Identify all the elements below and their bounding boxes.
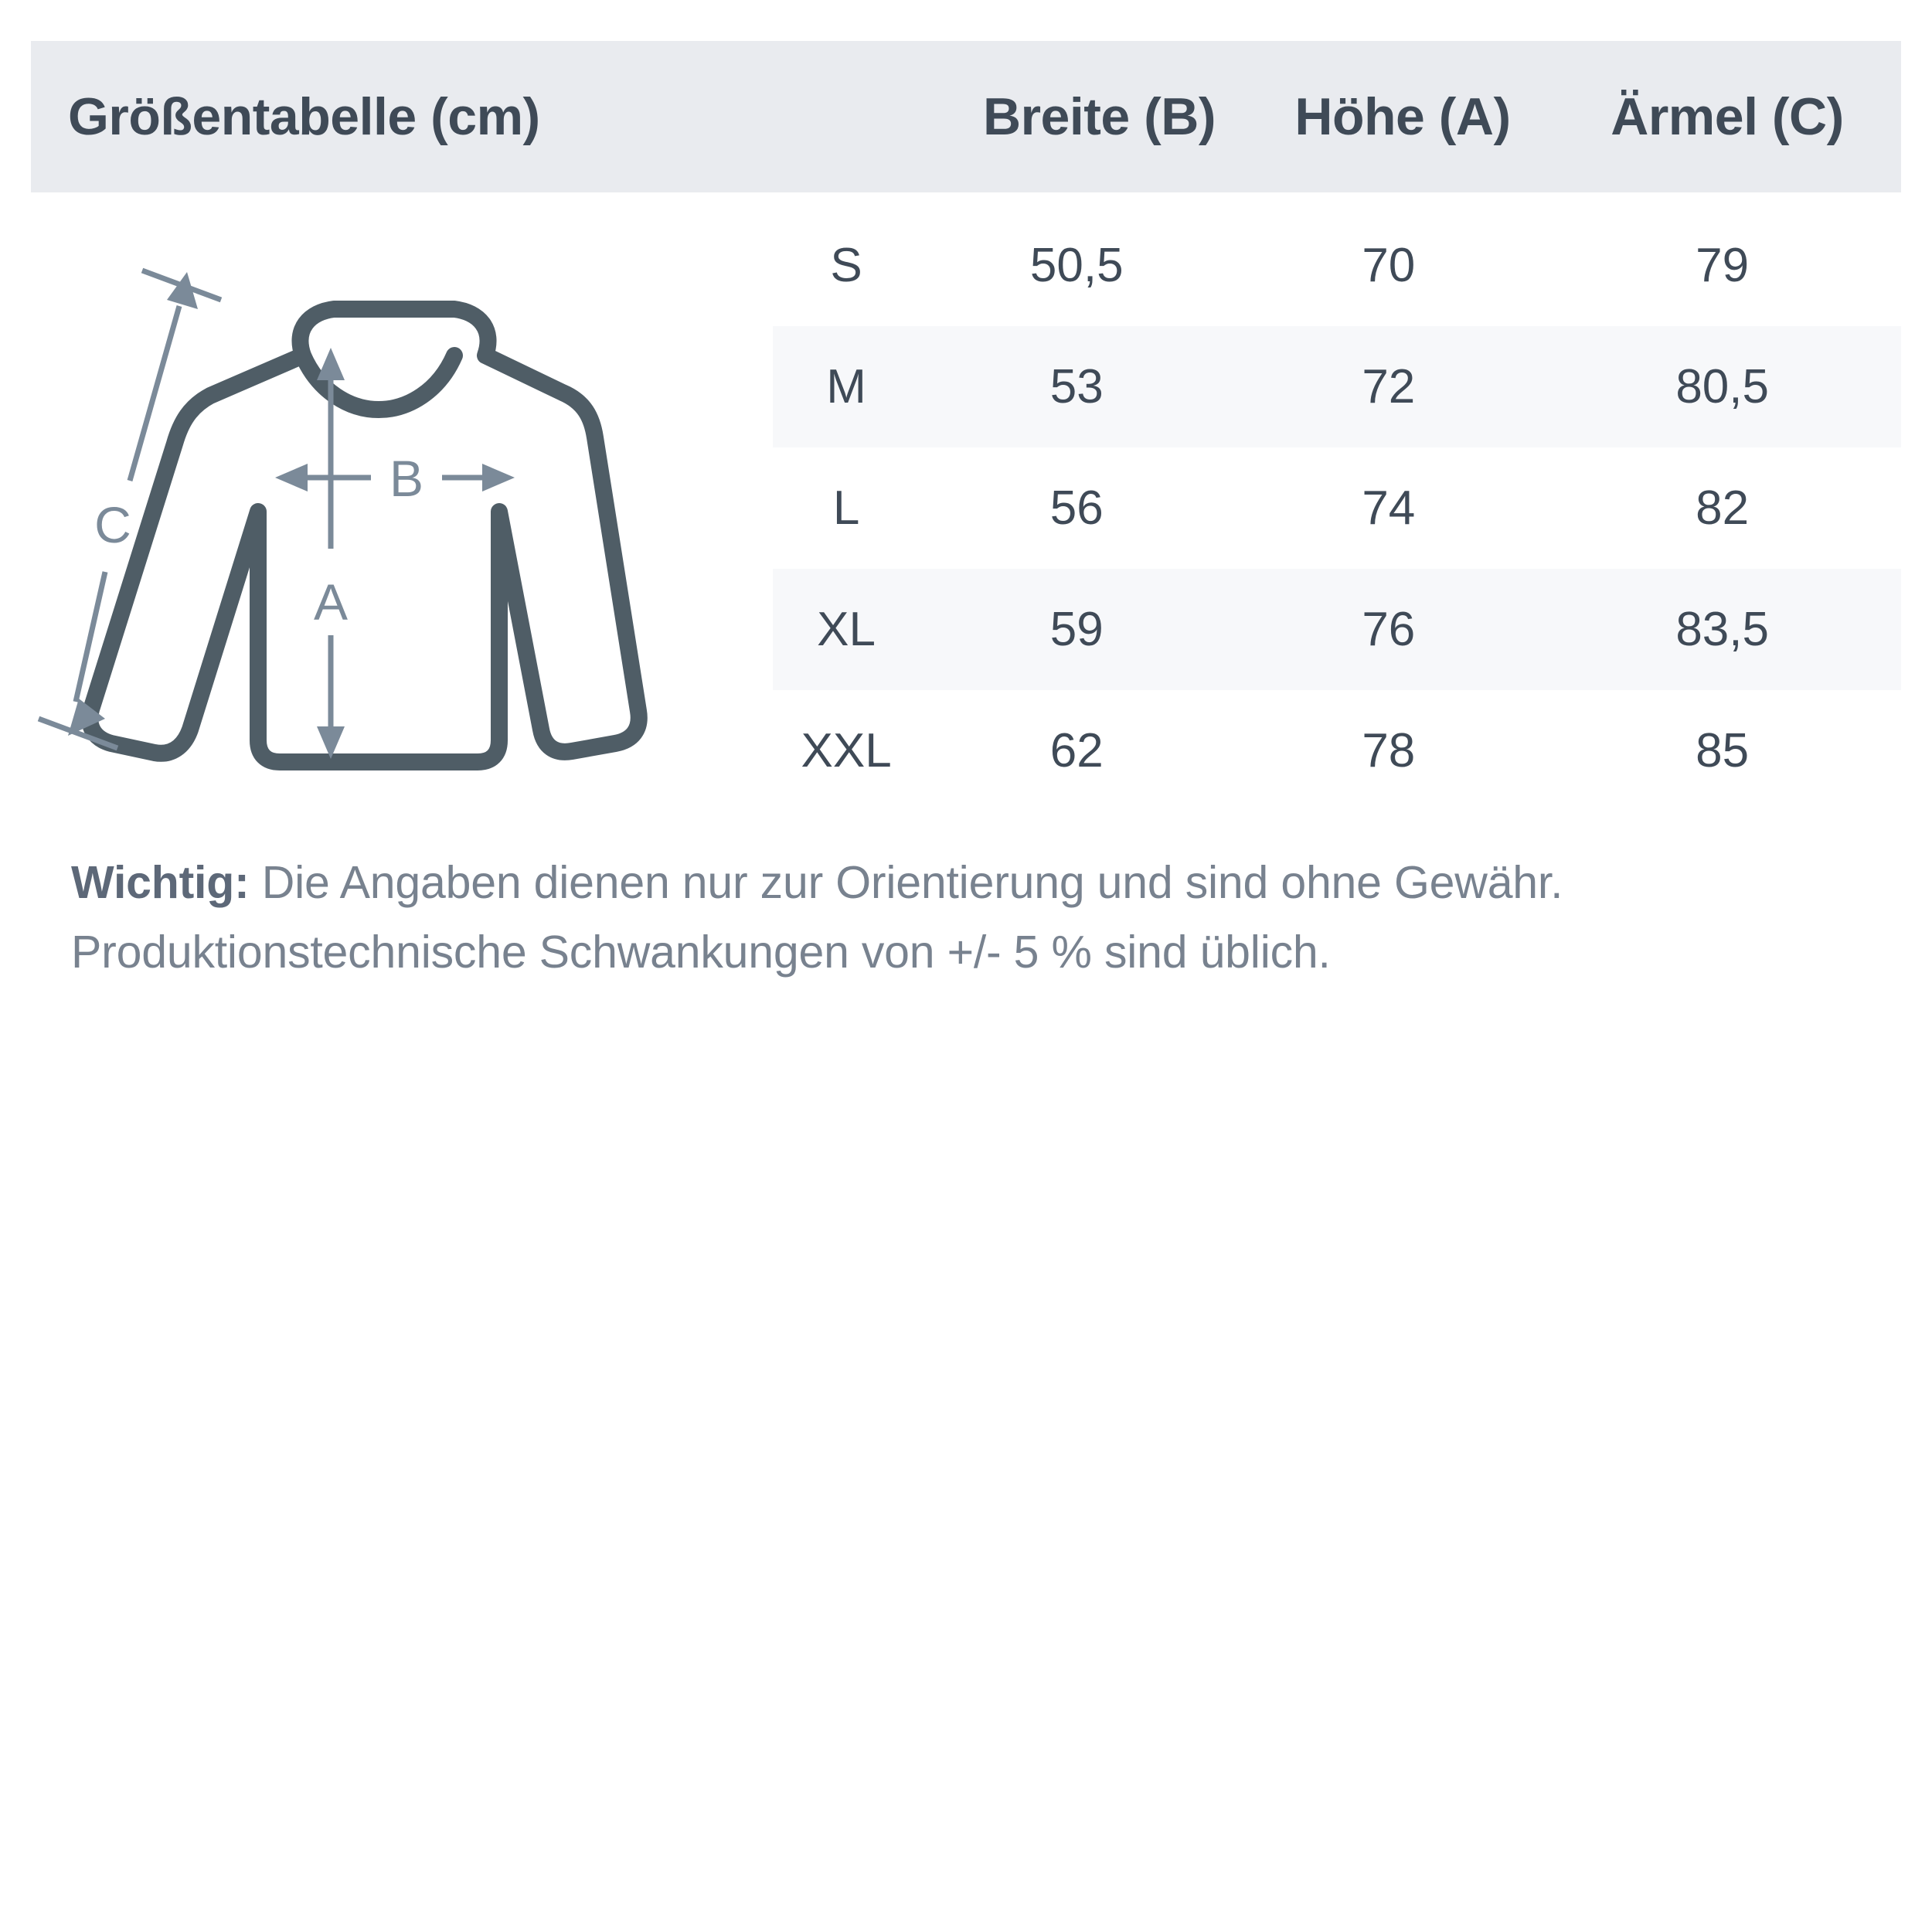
cell-size: XL bbox=[817, 603, 876, 656]
dimension-arrow-c: C bbox=[37, 267, 223, 751]
cell-hoehe: 76 bbox=[1362, 603, 1416, 656]
cell-hoehe: 72 bbox=[1362, 360, 1416, 413]
table-row: S 50,5 70 79 bbox=[773, 205, 1901, 326]
disclaimer-note: Wichtig: Die Angaben dienen nur zur Orie… bbox=[71, 849, 1872, 987]
page-title: Größentabelle (cm) bbox=[68, 87, 540, 146]
dimension-label-b: B bbox=[389, 450, 423, 507]
cell-size: S bbox=[830, 239, 862, 292]
column-headers: Breite (B) Höhe (A) Ärmel (C) bbox=[804, 87, 1901, 147]
table-row: XL 59 76 83,5 bbox=[773, 569, 1901, 690]
cell-size: XXL bbox=[801, 724, 892, 777]
cell-aermel: 82 bbox=[1696, 481, 1750, 535]
dimension-arrow-b: B bbox=[275, 440, 515, 515]
cell-size: M bbox=[826, 360, 866, 413]
dimension-arrow-a: A bbox=[303, 348, 359, 759]
table-header-band: Größentabelle (cm) Breite (B) Höhe (A) Ä… bbox=[31, 41, 1901, 192]
cell-aermel: 79 bbox=[1696, 239, 1750, 292]
cell-hoehe: 78 bbox=[1362, 724, 1416, 777]
column-header-breite: Breite (B) bbox=[982, 87, 1216, 146]
cell-hoehe: 70 bbox=[1362, 239, 1416, 292]
cell-breite: 56 bbox=[1049, 481, 1104, 535]
cell-hoehe: 74 bbox=[1362, 481, 1416, 535]
disclaimer-text: Die Angaben dienen nur zur Orientierung … bbox=[71, 857, 1563, 978]
cell-aermel: 85 bbox=[1696, 724, 1750, 777]
cell-size: L bbox=[832, 481, 860, 535]
cell-breite: 50,5 bbox=[1029, 239, 1124, 292]
garment-diagram: A B bbox=[31, 255, 757, 811]
sweatshirt-icon bbox=[81, 301, 648, 770]
column-header-aermel: Ärmel (C) bbox=[1611, 87, 1844, 146]
column-header-hoehe: Höhe (A) bbox=[1294, 87, 1511, 146]
cell-aermel: 83,5 bbox=[1675, 603, 1769, 656]
table-row: L 56 74 82 bbox=[773, 447, 1901, 569]
cell-breite: 53 bbox=[1049, 360, 1104, 413]
dimension-arrows: A B bbox=[37, 267, 515, 759]
dimension-label-c: C bbox=[94, 496, 131, 553]
table-row: XXL 62 78 85 bbox=[773, 690, 1901, 811]
cell-aermel: 80,5 bbox=[1675, 360, 1769, 413]
dimension-label-a: A bbox=[314, 573, 348, 631]
table-row: M 53 72 80,5 bbox=[773, 326, 1901, 447]
disclaimer-lead: Wichtig: bbox=[71, 857, 250, 908]
column-header-size bbox=[804, 87, 947, 147]
cell-breite: 62 bbox=[1049, 724, 1104, 777]
size-table: S 50,5 70 79 M 53 72 80,5 L 56 74 82 XL … bbox=[773, 205, 1901, 811]
cell-breite: 59 bbox=[1049, 603, 1104, 656]
